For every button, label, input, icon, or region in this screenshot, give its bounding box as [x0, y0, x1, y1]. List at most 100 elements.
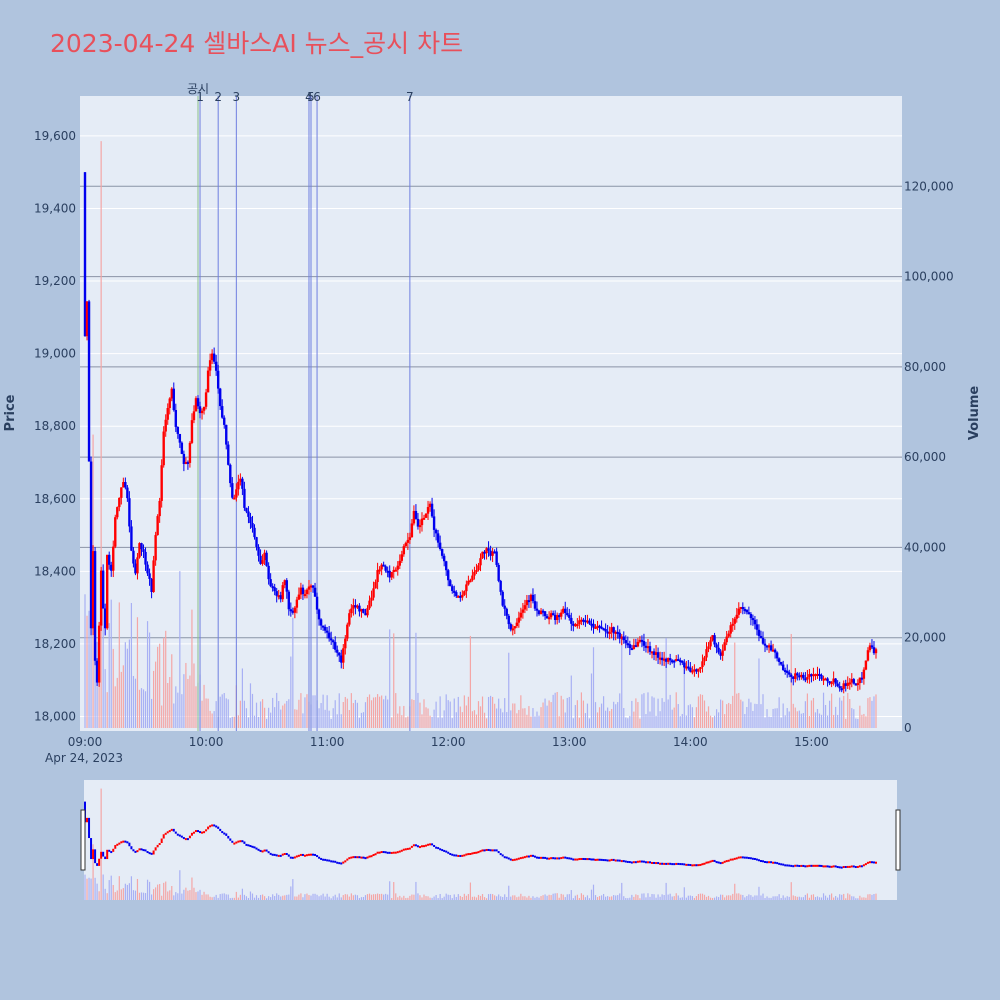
candle-body — [400, 554, 404, 561]
volume-bar — [169, 677, 171, 728]
volume-bar — [475, 714, 478, 728]
slider-volume-bar — [629, 897, 631, 900]
candle-body — [313, 587, 317, 597]
candle-body — [204, 392, 208, 407]
candle-body — [616, 631, 619, 634]
candle-body — [529, 594, 533, 601]
slider-candle — [402, 848, 405, 851]
slider-candle — [281, 853, 284, 856]
slider-candle — [544, 856, 547, 859]
slider-volume-bar — [849, 894, 851, 900]
candle-body — [354, 605, 357, 608]
slider-candle — [739, 856, 742, 859]
slider-volume-bar — [631, 894, 633, 900]
range-slider-handle-left[interactable] — [80, 809, 86, 871]
time-tick-label: 11:00 — [310, 735, 345, 749]
candle-body — [499, 580, 502, 592]
slider-candle — [766, 861, 769, 864]
slider-candle — [784, 864, 787, 867]
slider-candle — [620, 860, 623, 863]
volume-bar — [697, 696, 700, 728]
volume-bar — [806, 693, 808, 728]
slider-candle — [810, 864, 813, 867]
volume-bar — [516, 713, 518, 728]
slider-volume-bar — [237, 897, 239, 900]
volume-bar — [473, 710, 476, 728]
slider-candle — [798, 864, 801, 867]
candle-body — [198, 406, 202, 414]
candle-body — [344, 638, 347, 649]
slider-candle — [822, 865, 825, 868]
volume-bar — [413, 700, 415, 728]
slider-candle — [503, 856, 506, 859]
candle-body — [830, 682, 833, 685]
candle-body — [479, 558, 482, 566]
volume-bar — [828, 700, 831, 728]
candle-body — [648, 646, 652, 652]
slider-volume-bar — [197, 891, 199, 900]
slider-candle — [144, 849, 147, 852]
volume-bar — [332, 708, 334, 728]
volume-bar — [524, 708, 526, 728]
candle-body — [806, 677, 809, 680]
candle-body — [485, 548, 488, 554]
slider-candle — [346, 858, 349, 861]
slider-candle — [170, 828, 173, 831]
slider-candle — [804, 865, 807, 868]
volume-bar — [155, 661, 157, 728]
slider-volume-bar — [673, 896, 675, 900]
slider-candle — [160, 838, 163, 844]
volume-bar — [623, 708, 625, 728]
slider-candle — [400, 849, 403, 852]
slider-volume-bar — [354, 894, 356, 900]
slider-volume-bar — [833, 897, 835, 900]
volume-bar — [354, 699, 356, 728]
candle-body — [777, 658, 781, 662]
volume-bar — [84, 594, 86, 728]
slider-volume-bar — [316, 894, 318, 900]
slider-candle — [699, 863, 702, 866]
range-slider[interactable] — [84, 780, 897, 900]
volume-bar — [518, 709, 520, 728]
volume-bar — [639, 718, 641, 728]
price-tick-label: 18,800 — [34, 419, 76, 433]
slider-volume-bar — [645, 897, 647, 900]
slider-volume-bar — [187, 890, 189, 900]
slider-volume-bar — [463, 893, 465, 900]
volume-bar — [831, 693, 833, 728]
volume-bar — [792, 703, 794, 728]
slider-candle — [152, 850, 155, 855]
slider-volume-bar — [510, 896, 512, 900]
slider-candle — [209, 825, 212, 828]
slider-volume-bar — [92, 844, 94, 900]
volume-bar — [415, 632, 417, 728]
slider-volume-bar — [726, 895, 728, 900]
slider-volume-bar — [381, 893, 383, 900]
candle-body — [709, 640, 712, 647]
slider-candle — [429, 843, 432, 846]
slider-volume-bar — [276, 893, 278, 900]
slider-volume-bar — [199, 889, 201, 900]
volume-bar — [736, 693, 738, 728]
volume-bar — [229, 717, 231, 728]
range-slider-handle-right[interactable] — [895, 809, 901, 871]
candle-body — [158, 500, 161, 517]
slider-volume-bar — [209, 896, 211, 900]
candle-body — [779, 661, 783, 665]
main-plot-area[interactable] — [80, 96, 902, 731]
slider-candle — [265, 849, 268, 852]
slider-candle — [237, 840, 240, 843]
volume-bar — [833, 714, 835, 728]
volume-bar — [798, 710, 800, 728]
volume-bar — [356, 702, 359, 728]
slider-volume-bar — [191, 877, 193, 900]
volume-bar — [249, 683, 252, 728]
slider-candle — [249, 845, 252, 848]
volume-bar — [201, 700, 203, 728]
candle-body — [346, 624, 349, 639]
slider-candle — [418, 846, 421, 849]
slider-candle — [628, 861, 631, 864]
candle-body — [124, 482, 127, 488]
slider-candle — [632, 861, 635, 864]
